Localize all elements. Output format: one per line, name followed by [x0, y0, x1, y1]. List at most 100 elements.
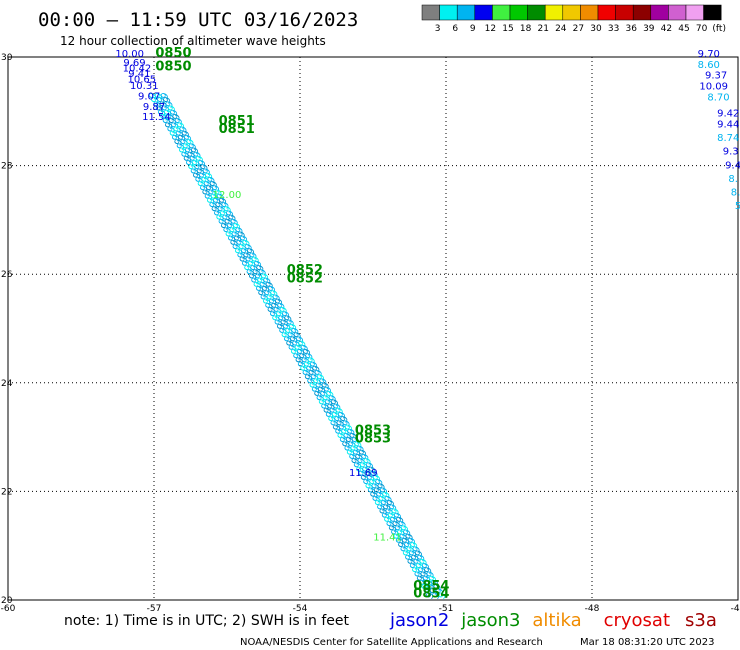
swath-mark: 9	[174, 129, 187, 140]
swath-mark: 9	[284, 326, 297, 337]
colorbar-swatch	[509, 4, 528, 21]
swath-mark: 9	[167, 116, 180, 127]
swath-mark: 9	[184, 158, 197, 169]
swath-mark: 9	[232, 234, 245, 245]
swath-mark: 9	[235, 238, 248, 249]
swath-mark: 9	[252, 259, 265, 270]
swath-mark: 9	[403, 553, 416, 564]
swath-mark: 9	[304, 351, 317, 362]
swath-mark: 9	[413, 569, 426, 580]
swath-mark: 9	[412, 557, 425, 568]
swath-mark: 9	[245, 246, 258, 257]
swath-mark: 9	[426, 582, 439, 593]
swath-mark: 9	[287, 343, 300, 354]
swh-label: 10.31	[130, 81, 159, 92]
swath-mark: 9	[322, 385, 335, 396]
swath-mark: 9	[373, 498, 386, 509]
swath-mark: 9	[313, 368, 326, 379]
swath-mark: 9	[260, 284, 273, 295]
colorbar-label: 33	[608, 24, 619, 34]
swath-mark: 9	[161, 116, 174, 127]
swath-mark: 9	[222, 204, 235, 215]
swath-mark: 9	[311, 364, 324, 375]
swath-mark: 9	[283, 313, 296, 324]
swath-mark: 9	[221, 213, 234, 224]
swh-label: 8.60	[698, 60, 720, 71]
swath-mark: 9	[334, 427, 347, 438]
swath-mark: 9	[378, 507, 391, 518]
swath-mark: 9	[152, 99, 165, 110]
swath-mark: 9	[420, 561, 433, 572]
swath-mark: 9	[314, 381, 327, 392]
swath-mark: 9	[285, 318, 298, 329]
swath-mark: 9	[234, 225, 247, 236]
swath-mark: 9	[214, 200, 227, 211]
swath-mark: 9	[302, 360, 315, 371]
swath-mark: 9	[220, 200, 233, 211]
swath-mark: 9	[252, 280, 265, 291]
swath-mark: 9	[172, 125, 185, 136]
swath-mark: 9	[207, 187, 220, 198]
swh-label: 8.	[731, 187, 740, 198]
swath-mark: 9	[162, 108, 175, 119]
swath-mark: 9	[160, 104, 173, 115]
swath-mark: 9	[420, 582, 433, 593]
swh-label: 9.37	[705, 71, 727, 82]
swath-mark: 9	[427, 574, 440, 585]
swath-mark: 9	[197, 171, 210, 182]
swath-mark: 9	[163, 120, 176, 131]
swath-mark: 9	[292, 330, 305, 341]
swath-mark: 9	[434, 586, 447, 597]
swath-mark: 9	[370, 481, 383, 492]
swath-mark: 9	[421, 574, 434, 585]
swath-mark: 9	[205, 196, 218, 207]
colorbar-label: 36	[625, 24, 637, 34]
swath-mark: 9	[250, 255, 263, 266]
swath-mark: 9	[375, 490, 388, 501]
swath-mark: 9	[201, 187, 214, 198]
swath-mark: 9	[391, 519, 404, 530]
swath-mark: 9	[345, 448, 358, 459]
swath-mark: 9	[397, 519, 410, 530]
swath-mark: 9	[419, 569, 432, 580]
swath-mark: 9	[371, 494, 384, 505]
swath-mark: 9	[350, 456, 363, 467]
swath-mark: 9	[343, 444, 356, 455]
swath-mark: 9	[376, 481, 389, 492]
swath-mark: 9	[399, 544, 412, 555]
swath-mark: 9	[328, 406, 341, 417]
swath-mark: 9	[291, 339, 304, 350]
x-tick-label: -54	[293, 604, 308, 614]
swath-mark: 9	[177, 145, 190, 156]
swath-mark: 9	[209, 192, 222, 203]
plot-frame	[7, 56, 739, 601]
swath-mark: 9	[330, 410, 343, 421]
swath-mark: 9	[155, 95, 168, 106]
swath-mark: 9	[357, 469, 370, 480]
swath-mark: 9	[396, 540, 409, 551]
swath-mark: 9	[294, 334, 307, 345]
swath-mark: 9	[266, 284, 279, 295]
tick-labels: -60 -57 -54 -51 -48 -45 20 22 24 26 28 30	[1, 53, 740, 614]
swath-mark: 9	[402, 540, 415, 551]
swath-mark: 9	[277, 313, 290, 324]
colorbar-label: (ft)	[712, 24, 726, 34]
swath-mark: 9	[287, 322, 300, 333]
swath-mark: 9	[417, 578, 430, 589]
swath-mark: 9	[199, 162, 212, 173]
swath-mark: 9	[194, 154, 207, 165]
swath-mark: 9	[193, 162, 206, 173]
swath-mark: 9	[308, 381, 321, 392]
swath-mark: 9	[180, 150, 193, 161]
swath-mark: 9	[211, 196, 224, 207]
time-label: 0853	[355, 432, 391, 447]
swath-mark: 9	[217, 196, 230, 207]
swath-mark: 9	[202, 179, 215, 190]
swath-mark: 9	[413, 548, 426, 559]
swath-mark: 9	[405, 544, 418, 555]
swath-mark: 9	[159, 112, 172, 123]
swh-label: 8.74	[717, 133, 739, 144]
colorbar-swatch	[580, 4, 599, 21]
colorbar-label: 27	[573, 24, 584, 34]
x-tick-label: -51	[439, 604, 454, 614]
